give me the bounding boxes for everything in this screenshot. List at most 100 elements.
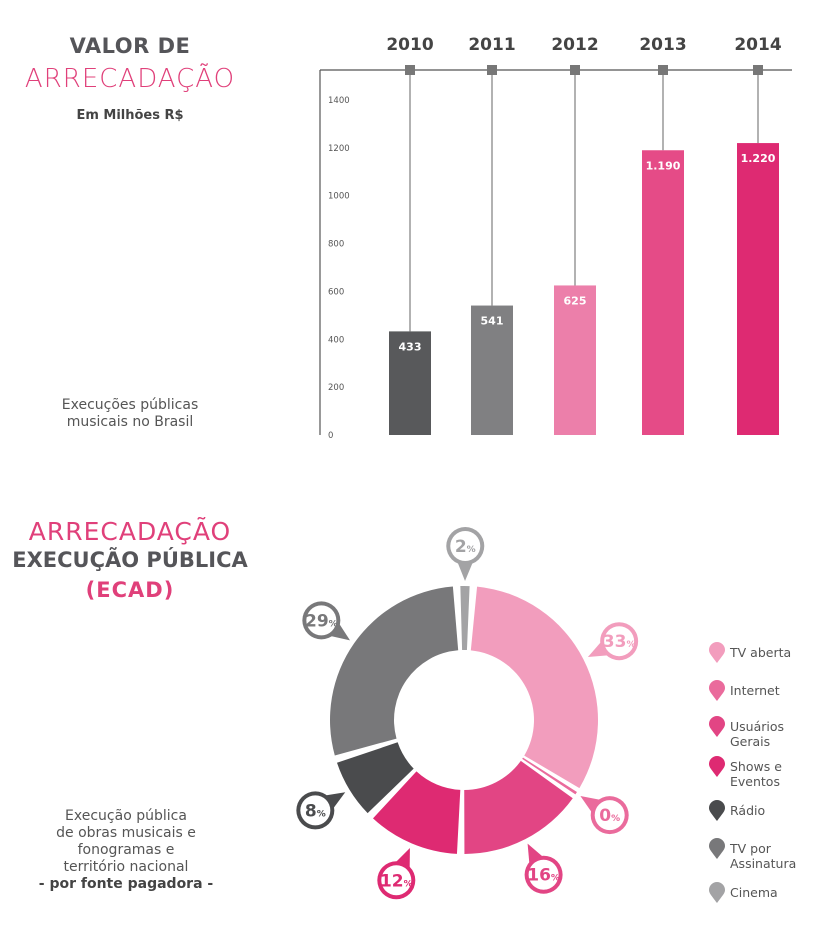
donut-slice (336, 742, 414, 814)
bar-chart-unit: Em Milhões R$ (76, 108, 184, 123)
legend-pin-icon (709, 642, 725, 663)
x-tick-label: 2013 (639, 35, 686, 55)
donut-slice (372, 771, 461, 854)
bar-data-label: 1.190 (646, 159, 681, 172)
donut-slice (470, 586, 598, 789)
y-tick-label: 1000 (328, 192, 350, 202)
legend-item: Rádio (708, 800, 765, 822)
legend-swatch (709, 680, 725, 701)
donut-chart: 33% 0% 16% 12% 8% 29% 2% (296, 527, 639, 900)
donut-chart-title: EXECUÇÃO PÚBLICA (12, 548, 248, 572)
callout-inner (306, 605, 337, 636)
donut-chart-subtitle: (ECAD) (85, 578, 175, 602)
callout-inner (300, 795, 331, 826)
callout-percent: % (467, 545, 476, 555)
year-marker (570, 65, 580, 75)
legend-pin-icon (709, 756, 725, 777)
legend-swatch (709, 642, 725, 663)
bar (389, 331, 431, 435)
legend-item: Shows e Eventos (708, 756, 810, 789)
legend-pin-icon (709, 800, 725, 821)
legend-label: TV aberta (730, 645, 792, 660)
callout-inner (528, 859, 559, 890)
y-tick-label: 400 (328, 335, 344, 345)
bar-chart: 0 200 400 600 800 1000 1200 1400 2010 433 2011 541 2… (319, 35, 792, 440)
legend-swatch (709, 756, 725, 777)
y-tick-label: 200 (328, 383, 344, 393)
y-tick-label: 1400 (328, 96, 350, 106)
bar (737, 143, 779, 436)
year-marker (405, 65, 415, 75)
donut-slice (464, 760, 573, 854)
donut-callout: 8% (296, 791, 346, 830)
callout-percent: % (317, 809, 326, 819)
callout-percent: % (551, 874, 560, 884)
x-tick-label: 2011 (468, 35, 515, 55)
donut-chart-note-line3: fonogramas e (77, 842, 175, 858)
donut-callout: 2% (446, 527, 485, 582)
legend-label: Cinema (730, 885, 778, 900)
bar (554, 285, 596, 435)
donut-callout: 12% (377, 848, 416, 900)
donut-chart-note-line4: território nacional (63, 859, 189, 875)
donut-slice (460, 586, 470, 651)
donut-callout: 29% (302, 601, 351, 641)
legend-item: TV por Assinatura (708, 838, 810, 871)
legend-label: Shows e Eventos (730, 759, 782, 789)
legend-swatch (709, 882, 725, 903)
callout-percent: % (626, 640, 635, 650)
bar (642, 150, 684, 435)
legend-item: Usuários Gerais (708, 716, 810, 749)
legend-pin-icon (709, 838, 725, 859)
callout-inner (381, 865, 412, 896)
legend-label: Internet (730, 683, 780, 698)
donut-slice (522, 757, 577, 795)
legend-pin-icon (709, 882, 725, 903)
legend-swatch (709, 800, 725, 821)
legend-pin-icon (709, 716, 725, 737)
donut-chart-note-line1: Execução pública (65, 808, 187, 824)
legend-label: Rádio (730, 803, 766, 818)
year-marker (753, 65, 763, 75)
bar-chart-note: Execuções públicas musicais no Brasil (0, 397, 260, 431)
bar-chart-note-line2: musicais no Brasil (66, 414, 194, 430)
x-tick-label: 2014 (734, 35, 781, 55)
year-marker (487, 65, 497, 75)
legend-item: TV aberta (708, 642, 791, 664)
legend-pin-icon (709, 680, 725, 701)
donut-chart-note: Execução pública de obras musicais e fon… (0, 808, 252, 893)
legend-item: Internet (708, 680, 780, 702)
x-tick-label: 2010 (386, 35, 433, 55)
legend-item: Cinema (708, 882, 778, 904)
legend-label: Usuários Gerais (730, 719, 785, 749)
x-tick-label: 2012 (551, 35, 598, 55)
callout-inner (604, 626, 635, 657)
bar-data-label: 433 (399, 340, 422, 353)
bar-data-label: 541 (481, 315, 504, 328)
bar-data-label: 1.220 (741, 152, 776, 165)
legend-swatch (709, 838, 725, 859)
bar-chart-accent-title: ARRECADAÇÃO (24, 64, 236, 94)
donut-chart-note-line2: de obras musicais e (56, 825, 196, 841)
donut-callout: 0% (580, 795, 629, 835)
donut-chart-note-line5: - por fonte pagadora - (38, 876, 214, 892)
donut-slice (330, 586, 459, 756)
bar (471, 305, 513, 435)
donut-callout: 33% (587, 622, 639, 661)
legend-swatch (709, 716, 725, 737)
bar-chart-title: VALOR DE (69, 34, 191, 58)
y-tick-label: 600 (328, 287, 344, 297)
y-tick-label: 0 (328, 431, 333, 440)
callout-percent: % (611, 814, 620, 824)
callout-percent: % (404, 879, 413, 889)
year-marker (658, 65, 668, 75)
y-tick-label: 1200 (328, 144, 350, 154)
bar-chart-note-line1: Execuções públicas (61, 397, 199, 413)
bar-data-label: 625 (564, 294, 587, 307)
donut-callout: 16% (524, 843, 563, 894)
donut-chart-accent-title: ARRECADAÇÃO (28, 517, 232, 546)
callout-inner (450, 531, 481, 562)
y-tick-label: 800 (328, 240, 344, 250)
legend-label: TV por Assinatura (730, 841, 797, 871)
callout-percent: % (329, 619, 338, 629)
